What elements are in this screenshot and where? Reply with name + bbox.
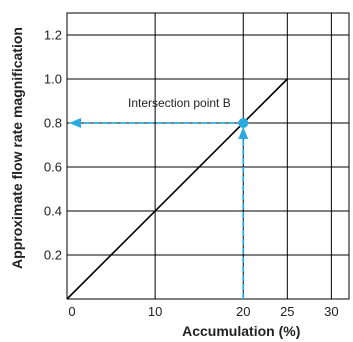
x-tick-label: 0 (68, 304, 75, 319)
x-tick-label: 25 (280, 304, 294, 319)
grid (67, 13, 349, 299)
x-axis-title: Accumulation (%) (182, 323, 300, 339)
left-arrowhead (69, 118, 81, 128)
up-arrowhead (238, 127, 249, 139)
x-tick-label: 30 (324, 304, 338, 319)
y-axis-title: Approximate flow rate magnification (9, 27, 25, 269)
series-group (66, 78, 288, 300)
y-tick-label: 0.2 (44, 248, 62, 263)
intersection-point-b (238, 118, 249, 128)
y-axis-ticks: 0.2 0.4 0.6 0.8 1.0 1.2 (44, 28, 62, 263)
y-tick-label: 0.4 (44, 204, 62, 219)
x-tick-label: 10 (148, 304, 162, 319)
y-tick-label: 1.0 (44, 72, 62, 87)
series-line (66, 78, 288, 300)
intersection-label: Intersection point B (128, 96, 231, 110)
annotation-group: Intersection point B (69, 96, 249, 299)
y-tick-label: 1.2 (44, 28, 62, 43)
x-tick-label: 20 (236, 304, 250, 319)
plot-area-frame (66, 12, 350, 300)
y-tick-label: 0.8 (44, 116, 62, 131)
y-tick-label: 0.6 (44, 160, 62, 175)
x-axis-ticks: 0 10 20 25 30 (68, 304, 338, 319)
